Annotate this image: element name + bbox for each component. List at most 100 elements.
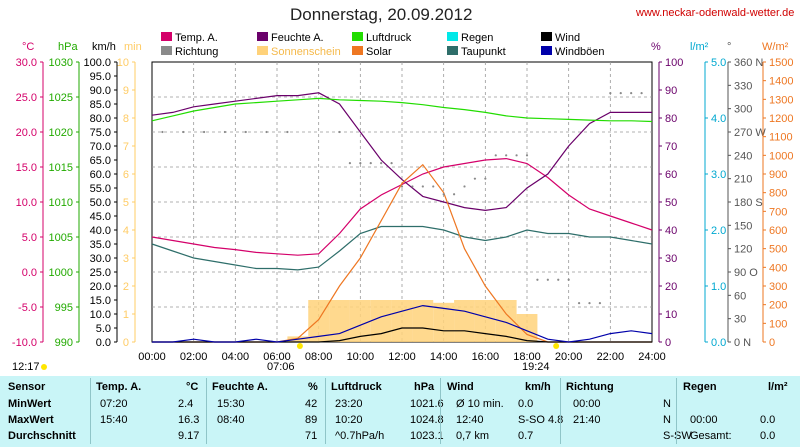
tick-direction-0: 360 N <box>734 57 763 69</box>
tick-sunshine-5: 5 <box>123 197 129 209</box>
table-cell-0-5: 1021.6 <box>410 398 444 410</box>
table-row-label-1: MaxWert <box>8 414 54 426</box>
tick-solar-1: 1400 <box>769 76 793 88</box>
table-cell-0-0: 07:20 <box>100 398 128 410</box>
table-header-11: l/m² <box>768 381 788 393</box>
axis-unit-sunshine: min <box>124 41 142 53</box>
table-cell-0-7: 0.0 <box>518 398 534 410</box>
legend-label-8: Taupunkt <box>461 46 506 58</box>
axis-unit-rain: l/m² <box>690 41 709 53</box>
tick-direction-10: 60 <box>734 290 746 302</box>
legend-label-7: Solar <box>366 46 392 58</box>
table-cell-1-3: 89 <box>305 414 318 426</box>
direction-point-30 <box>577 302 581 305</box>
series-windb-en <box>152 304 653 343</box>
tick-sunshine-6: 4 <box>123 225 129 237</box>
tick-direction-1: 330 <box>734 80 752 92</box>
table-separator-1 <box>206 378 207 444</box>
direction-point-33 <box>609 92 612 95</box>
tick-direction-7: 150 <box>734 220 752 232</box>
direction-point-1 <box>182 130 185 134</box>
tick-sunshine-0: 10 <box>117 57 129 69</box>
tick-wind-6: 70.0 <box>90 141 111 153</box>
moonrise-marker <box>41 364 47 370</box>
tick-temp-8: -10.0 <box>12 337 37 349</box>
site-link[interactable]: www.neckar-odenwald-wetter.de <box>636 7 795 19</box>
sunshine-bar-13 <box>412 300 434 342</box>
table-cell-0-1: 2.4 <box>178 398 194 410</box>
x-tick-12: 24:00 <box>638 351 666 363</box>
direction-point-31 <box>588 302 591 305</box>
tick-humidity-7: 30 <box>665 253 677 265</box>
table-cell-2-7: 0.7 <box>518 430 534 442</box>
table-cell-2-11: 0.0 <box>760 430 776 442</box>
tick-wind-17: 15.0 <box>90 295 111 307</box>
legend-swatch-8 <box>447 46 458 55</box>
tick-sunshine-4: 6 <box>123 169 129 181</box>
legend-label-6: Sonnenschein <box>271 46 341 58</box>
table-cell-1-9: N <box>663 414 671 426</box>
legend-swatch-2 <box>352 32 363 41</box>
direction-point-4 <box>244 130 247 134</box>
sunshine-bar-11 <box>370 300 392 342</box>
table-header-8: km/h <box>525 381 551 393</box>
tick-humidity-0: 100 <box>665 57 683 69</box>
table-row-label-0: MinWert <box>8 398 52 410</box>
tick-pressure-8: 990 <box>55 337 73 349</box>
direction-point-16 <box>432 185 435 188</box>
direction-point-25 <box>525 154 529 157</box>
tick-wind-15: 25.0 <box>90 267 111 279</box>
x-tick-0: 00:00 <box>138 351 166 363</box>
x-tick-7: 14:00 <box>430 351 458 363</box>
table-cell-1-7: S-SO 4.8 <box>518 414 564 426</box>
direction-point-26 <box>536 278 539 281</box>
table-cell-2-4: ^0.7hPa/h <box>335 430 385 442</box>
x-tick-1: 02:00 <box>180 351 208 363</box>
tick-solar-10: 500 <box>769 244 787 256</box>
series-taupunkt <box>151 225 653 271</box>
direction-point-19 <box>463 185 466 188</box>
tick-direction-6: 180 S <box>734 197 763 209</box>
legend-swatch-6 <box>257 46 268 55</box>
table-header-7: Wind <box>447 381 474 393</box>
table-cell-2-1: 9.17 <box>178 430 200 442</box>
table-separator-5 <box>676 378 677 444</box>
legend-swatch-9 <box>541 46 552 55</box>
direction-point-23 <box>505 154 508 157</box>
tick-temp-4: 10.0 <box>16 197 37 209</box>
tick-wind-0: 100.0 <box>83 57 111 69</box>
legend-swatch-4 <box>541 32 552 41</box>
tick-pressure-5: 1005 <box>49 232 73 244</box>
sunrise-label: 07:06 <box>267 361 295 373</box>
tick-wind-3: 85.0 <box>90 99 111 111</box>
table-cell-1-1: 16.3 <box>178 414 200 426</box>
legend-label-3: Regen <box>461 32 493 44</box>
legend: Temp. A. Feuchte A. Luftdruck Regen Wind Rich… <box>161 32 605 58</box>
tick-solar-2: 1300 <box>769 94 793 106</box>
sunshine-bar-9 <box>329 300 350 342</box>
tick-temp-7: -5.0 <box>18 302 37 314</box>
table-cell-1-6: 12:40 <box>456 414 484 426</box>
tick-humidity-10: 0 <box>665 337 671 349</box>
direction-point-3 <box>223 130 227 134</box>
table-cell-2-10: Gesamt: <box>690 430 732 442</box>
direction-point-34 <box>619 92 622 95</box>
summary-table: Sensor Temp. A. °C Feuchte A.% Luftdruck hPa W… <box>0 376 800 447</box>
legend-label-0: Temp. A. <box>175 32 218 44</box>
axis-unit-pressure: hPa <box>58 41 78 53</box>
tick-humidity-4: 60 <box>665 169 677 181</box>
tick-sunshine-9: 1 <box>123 309 129 321</box>
direction-point-12 <box>390 162 393 165</box>
table-cell-0-6: Ø 10 min. <box>456 398 504 410</box>
sunshine-bar-17 <box>495 300 517 342</box>
sunshine-bar-12 <box>391 300 413 342</box>
table-cell-1-0: 15:40 <box>100 414 128 426</box>
sunset-label: 19:24 <box>522 361 550 373</box>
tick-pressure-4: 1010 <box>49 197 73 209</box>
tick-sunshine-10: 0 <box>123 337 129 349</box>
legend-label-9: Windböen <box>555 46 605 58</box>
axis-unit-humidity: % <box>651 41 661 53</box>
tick-humidity-3: 70 <box>665 141 677 153</box>
tick-direction-11: 30 <box>734 314 746 326</box>
table-cell-1-8: 21:40 <box>573 414 601 426</box>
